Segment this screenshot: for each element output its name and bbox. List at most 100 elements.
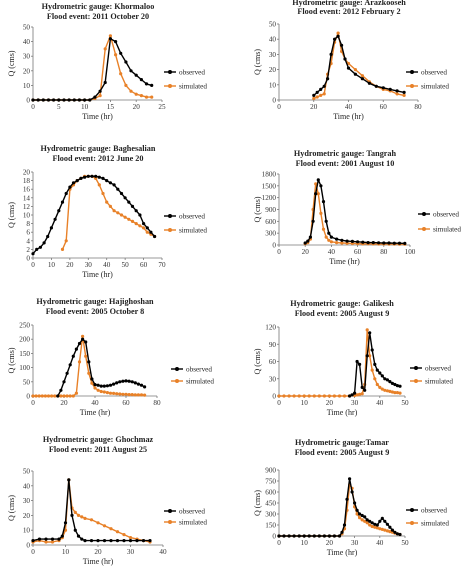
x-tick-label: 20: [66, 261, 74, 269]
data-point-observed: [302, 534, 306, 538]
data-point-observed: [333, 37, 337, 41]
data-point-observed: [46, 234, 50, 239]
y-tick-label: 30: [269, 375, 277, 383]
data-point-observed: [124, 379, 128, 383]
data-point-simulated: [139, 94, 143, 98]
y-tick-label: 4: [26, 237, 30, 245]
data-point-simulated: [112, 209, 116, 213]
data-point-observed: [142, 222, 146, 226]
y-tick-label: 20: [23, 512, 31, 520]
data-point-simulated: [373, 377, 377, 381]
y-tick-label: 900: [265, 206, 276, 214]
data-point-observed: [62, 98, 66, 102]
data-point-simulated: [63, 528, 68, 532]
data-point-observed: [96, 539, 100, 543]
data-point-observed: [108, 383, 113, 387]
x-tick-label: 10: [48, 261, 56, 269]
chart-subtitle: Flood event: 2005 August 9: [295, 309, 390, 318]
data-point-simulated: [292, 394, 296, 398]
data-point-observed: [378, 371, 382, 375]
data-point-simulated: [46, 394, 51, 398]
data-point-simulated: [353, 393, 357, 397]
y-tick-label: 100: [19, 364, 30, 372]
x-tick-label: 20: [326, 399, 334, 407]
y-tick-label: 200: [19, 336, 30, 344]
data-point-simulated: [370, 368, 374, 372]
data-point-simulated: [43, 394, 48, 398]
y-tick-label: 0: [26, 393, 30, 401]
data-point-observed: [145, 226, 149, 230]
legend-label: observed: [179, 213, 205, 221]
data-point-observed: [114, 40, 118, 44]
data-point-simulated: [123, 215, 127, 219]
data-point-simulated: [31, 394, 35, 398]
y-tick-label: 30: [269, 51, 277, 59]
data-point-observed: [81, 337, 85, 341]
chart-subtitle: Flood event: 2012 February 2: [297, 7, 400, 16]
data-point-observed: [41, 98, 45, 102]
data-point-observed: [322, 84, 326, 88]
data-point-simulated: [332, 394, 336, 398]
y-tick-label: 30: [23, 497, 31, 505]
x-axis-label: Time (hr): [333, 112, 364, 121]
data-point-observed: [149, 230, 153, 234]
data-point-observed: [116, 187, 120, 191]
data-point-observed: [102, 539, 107, 543]
data-point-observed: [360, 385, 364, 389]
legend-swatch-marker: [414, 366, 418, 370]
legend-swatch-marker: [175, 367, 179, 371]
x-tick-label: 10: [81, 103, 89, 111]
data-point-observed: [327, 231, 331, 235]
series-line-observed: [32, 479, 150, 542]
y-tick-label: 16: [23, 186, 31, 194]
data-point-observed: [105, 384, 109, 388]
data-point-observed: [80, 537, 84, 541]
x-axis-label: Time (hr): [327, 548, 358, 557]
y-tick-label: 30: [23, 53, 31, 61]
data-point-simulated: [81, 334, 85, 338]
x-tick-label: 0: [277, 539, 281, 547]
data-point-observed: [70, 513, 74, 518]
data-point-simulated: [287, 394, 291, 398]
data-point-observed: [388, 87, 392, 91]
legend-label: simulated: [421, 520, 449, 528]
data-point-observed: [277, 534, 281, 538]
chart-subtitle: Flood event: 2011 October 20: [47, 12, 149, 21]
x-tick-label: 0: [277, 248, 281, 256]
data-point-observed: [36, 98, 40, 102]
data-point-simulated: [118, 392, 122, 396]
x-tick-label: 100: [405, 248, 416, 256]
data-point-observed: [94, 174, 98, 178]
y-tick-label: 20: [23, 67, 31, 75]
data-point-observed: [60, 200, 65, 204]
data-point-observed: [108, 181, 112, 185]
data-point-observed: [282, 534, 286, 538]
data-point-simulated: [102, 524, 107, 528]
chart-title: Hydrometric gauge: Baghesalian: [41, 144, 156, 153]
data-point-simulated: [319, 211, 323, 215]
data-point-observed: [311, 219, 315, 223]
chart-title: Hydrometric gauge: Khormaloo: [42, 2, 155, 11]
data-point-observed: [62, 380, 66, 384]
data-point-simulated: [37, 394, 41, 398]
data-point-observed: [363, 515, 367, 519]
chart-title: Hydrometric gauge:Tamar: [295, 438, 389, 447]
data-point-observed: [388, 380, 392, 384]
data-point-observed: [130, 380, 134, 384]
data-point-observed: [139, 383, 144, 387]
data-point-observed: [355, 508, 359, 512]
data-point-observed: [312, 534, 316, 538]
legend-label: observed: [421, 69, 447, 77]
data-point-observed: [115, 381, 119, 385]
data-point-observed: [60, 534, 64, 538]
data-point-observed: [342, 523, 347, 527]
data-point-simulated: [64, 239, 68, 243]
y-tick-label: 0: [272, 242, 276, 250]
legend-swatch-marker: [168, 509, 172, 513]
